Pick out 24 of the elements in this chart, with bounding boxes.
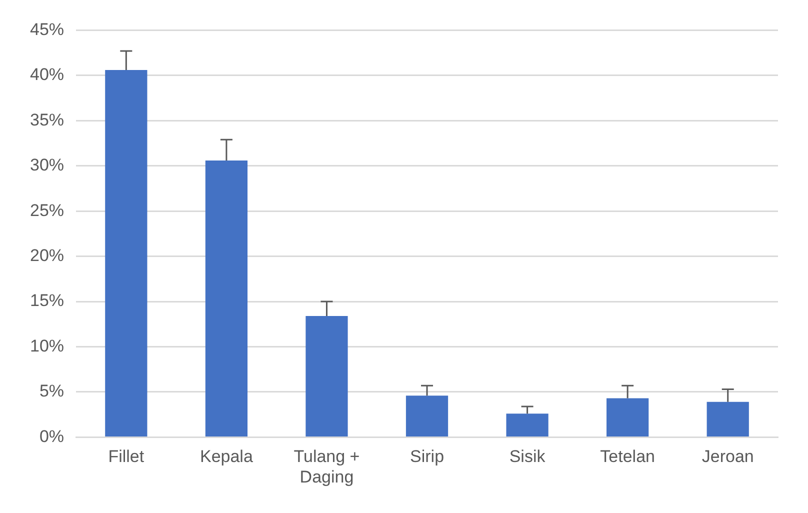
y-tick-label: 20% xyxy=(30,246,64,265)
y-tick-label: 5% xyxy=(39,382,64,401)
y-tick-label: 0% xyxy=(39,426,64,446)
x-tick-label: Jeroan xyxy=(702,447,754,466)
x-tick-label: Sirip xyxy=(410,447,444,466)
bar xyxy=(406,396,448,436)
x-tick-label: Tulang + Daging xyxy=(294,447,360,486)
bar xyxy=(506,414,548,436)
x-tick-label: Fillet xyxy=(108,447,144,466)
y-tick-label: 25% xyxy=(30,200,64,220)
y-tick-label: 15% xyxy=(30,291,64,310)
y-tick-label: 40% xyxy=(30,65,64,84)
y-tick-label: 45% xyxy=(30,20,64,39)
bar xyxy=(205,160,248,436)
bar xyxy=(306,316,348,436)
x-tick-label: Kepala xyxy=(200,447,254,466)
x-tick-label: Tetelan xyxy=(600,447,655,466)
bar xyxy=(606,398,649,436)
x-tick-label: Sisik xyxy=(509,447,546,466)
y-tick-label: 10% xyxy=(30,336,64,356)
y-tick-label: 35% xyxy=(30,110,64,130)
bar xyxy=(105,70,148,436)
bar xyxy=(706,402,749,436)
y-tick-label: 30% xyxy=(30,156,64,175)
